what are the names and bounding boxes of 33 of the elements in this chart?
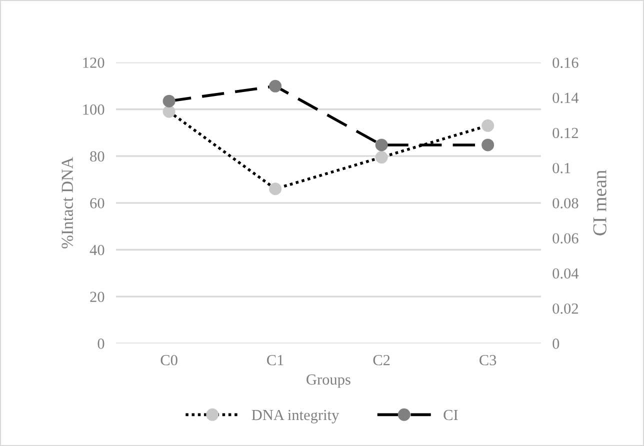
- y2-tick-label: 0.04: [552, 268, 579, 279]
- y-tick-label: 20: [90, 292, 104, 302]
- y-tick-label: 120: [83, 58, 104, 68]
- point: [269, 80, 282, 92]
- y2-tick-label: 0: [552, 338, 560, 349]
- point: [375, 138, 388, 152]
- x-axis-title: Groups: [306, 374, 350, 388]
- y-tick-label: 40: [90, 244, 104, 256]
- y2-tick-label: 0.1: [552, 162, 570, 174]
- x-tick-label: C1: [267, 355, 284, 366]
- y2-axis-title: CI mean: [593, 170, 606, 236]
- x-tick-label: C0: [160, 354, 178, 366]
- point: [375, 151, 388, 164]
- y2-tick-label: 0.08: [552, 198, 578, 208]
- point: [162, 94, 176, 108]
- point: [162, 105, 176, 118]
- y2-tick-label: 0.16: [552, 58, 578, 68]
- legend-label: CI: [444, 410, 458, 420]
- x-tick-label: C3: [480, 355, 496, 366]
- point: [269, 182, 282, 196]
- y-tick-label: 0: [98, 338, 104, 349]
- y-tick-label: 80: [90, 151, 104, 162]
- point: [482, 119, 494, 132]
- point: [482, 138, 494, 152]
- y2-tick-label: 0.14: [552, 92, 579, 104]
- y2-tick-label: 0.02: [552, 303, 578, 314]
- y2-tick-label: 0.06: [552, 233, 578, 244]
- y-axis-title: %Intact DNA: [62, 157, 74, 248]
- y-tick-label: 60: [90, 198, 104, 208]
- x-tick-label: C2: [373, 355, 390, 366]
- y-tick-label: 100: [83, 104, 104, 115]
- y2-tick-label: 0.12: [552, 128, 578, 138]
- legend-label: DNA integrity: [252, 410, 340, 424]
